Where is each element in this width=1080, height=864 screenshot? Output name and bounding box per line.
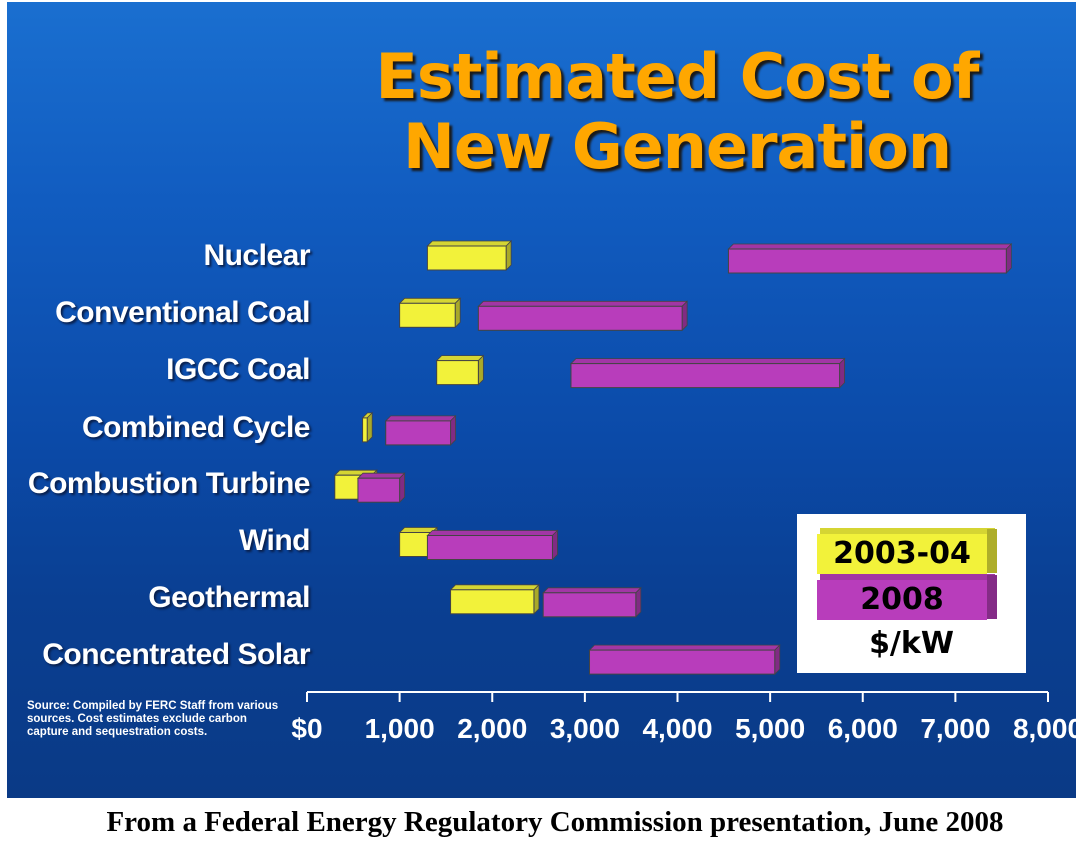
chart-title-line-2: New Generation [403, 110, 952, 183]
chart-slide: Estimated Cost of New Generation Nuclear… [7, 2, 1076, 798]
legend-swatch-2008: 2008 [817, 574, 997, 620]
2003-04-bar-igcc-coal-top [435, 355, 485, 362]
2003-04-bar-conventional-coal-top [398, 297, 462, 304]
x-axis-tick-label-4000: 4,000 [642, 713, 712, 744]
2008-bar-wind-side [552, 529, 558, 561]
2008-bar-conventional-coal [477, 305, 683, 331]
2008-bar-geothermal-top [542, 587, 642, 594]
x-axis-tick-label-6000: 6,000 [828, 713, 898, 744]
legend-swatch-2003-04: 2003-04 [817, 528, 997, 574]
2008-bar-combustion-turbine-side [399, 472, 406, 504]
figure-caption: From a Federal Energy Regulatory Commiss… [106, 806, 1004, 838]
2008-bar-conventional-coal-side [681, 300, 688, 332]
x-axis-tick-label-0: $0 [291, 713, 322, 744]
category-label-igcc-coal: IGCC Coal [166, 353, 310, 386]
2008-bar-combined-cycle-top [384, 415, 457, 422]
2008-bar-geothermal-side [635, 586, 642, 618]
category-label-conventional-coal: Conventional Coal [55, 296, 310, 329]
2008-bar-nuclear-top [727, 243, 1013, 250]
legend-swatch-2003-04-top-face [820, 528, 995, 534]
2003-04-bar-geothermal-side [533, 583, 540, 615]
category-label-combined-cycle: Combined Cycle [81, 411, 311, 444]
legend-unit-label: $/kW [869, 626, 954, 661]
legend-swatch-2008-top-face [820, 574, 995, 580]
2008-bar-geothermal [542, 592, 637, 618]
2003-04-bar-combined-cycle [362, 417, 368, 443]
legend-swatch-2008-side-face [987, 575, 997, 619]
category-label-geothermal: Geothermal [148, 581, 310, 614]
2008-bar-combustion-turbine-top [356, 472, 406, 479]
legend-swatch-2003-04-side-face [987, 529, 997, 573]
2008-bar-concentrated-solar-top [588, 644, 781, 651]
2003-04-bar-conventional-coal-side [454, 297, 461, 329]
x-axis-tick-label-2000: 2,000 [457, 713, 527, 744]
chart-legend: 2003-04 2008 $/kW [797, 514, 1026, 673]
2003-04-bar-nuclear-top [426, 240, 513, 247]
legend-label-2008: 2008 [860, 582, 944, 617]
2003-04-bar-combined-cycle-side [366, 411, 373, 443]
2003-04-bar-nuclear-side [505, 240, 512, 271]
2008-bar-combined-cycle-side [450, 414, 456, 446]
source-note: Source: Compiled by FERC Staff from vari… [27, 700, 279, 738]
2008-bar-concentrated-solar [589, 649, 776, 675]
2003-04-bar-igcc-coal-side [477, 354, 484, 386]
2008-bar-wind-top [426, 530, 559, 536]
x-axis-tick-label-5000: 5,000 [735, 713, 805, 744]
2008-bar-nuclear [727, 248, 1007, 274]
x-axis-tick-label-1000: 1,000 [365, 713, 435, 744]
category-label-concentrated-solar: Concentrated Solar [42, 638, 310, 671]
chart-title-line-1: Estimated Cost of [375, 40, 979, 113]
legend-label-2003-04: 2003-04 [833, 536, 971, 571]
2008-bar-igcc-coal-top [570, 358, 846, 365]
category-label-combustion-turbine: Combustion Turbine [27, 467, 311, 500]
2008-bar-combustion-turbine [357, 477, 401, 503]
2003-04-bar-wind [399, 532, 433, 557]
2008-bar-conventional-coal-top [477, 300, 689, 307]
2003-04-bar-conventional-coal [399, 302, 456, 328]
2003-04-bar-igcc-coal [436, 360, 479, 386]
2008-bar-concentrated-solar-side [774, 644, 781, 676]
2008-bar-combined-cycle [385, 420, 452, 446]
2008-bar-igcc-coal-side [839, 357, 845, 389]
2008-bar-wind [426, 535, 553, 560]
x-axis-tick-label-8000: 8,000 [1013, 713, 1076, 744]
2003-04-bar-geothermal [450, 589, 535, 615]
x-axis-tick-label-3000: 3,000 [550, 713, 620, 744]
2003-04-bar-nuclear [426, 245, 507, 271]
2003-04-bar-geothermal-top [449, 584, 540, 591]
2008-bar-nuclear-side [1005, 243, 1012, 274]
chart-title: Estimated Cost of New Generation [297, 42, 1057, 182]
category-label-wind: Wind [238, 524, 311, 557]
category-label-nuclear: Nuclear [203, 239, 310, 272]
chart-plot-area: $0 1,000 2,000 3,000 4,000 5,000 6,000 7,000 8,0… [291, 240, 1076, 744]
x-axis-tick-label-7000: 7,000 [920, 713, 990, 744]
2008-bar-igcc-coal [570, 363, 841, 389]
